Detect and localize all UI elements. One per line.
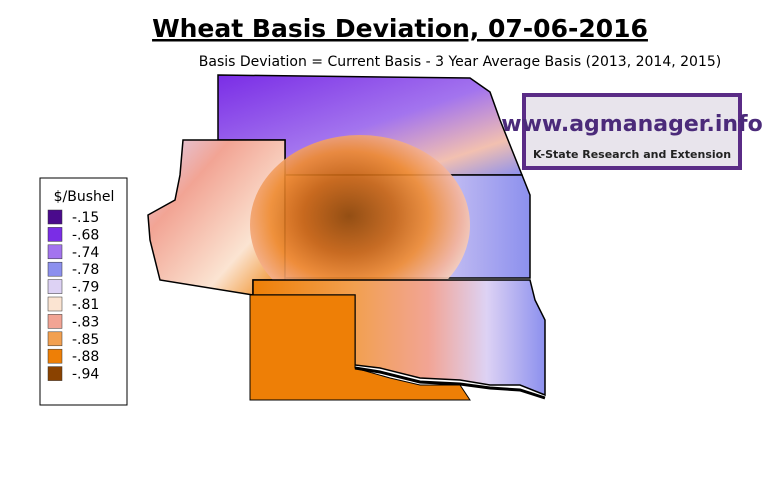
legend-label: -.81 bbox=[72, 297, 99, 313]
subtitle: Basis Deviation = Current Basis - 3 Year… bbox=[199, 54, 721, 70]
legend-swatch bbox=[47, 314, 63, 329]
legend-swatch bbox=[47, 244, 63, 260]
legend-label: -.88 bbox=[72, 349, 99, 365]
legend-swatch bbox=[47, 348, 63, 364]
legend-swatch bbox=[47, 331, 63, 347]
legend-swatch bbox=[47, 227, 63, 242]
legend-label: -.78 bbox=[72, 262, 99, 278]
legend-items: -.15-.68 -.74-.78 -.79-.81-.83 -.85-.88 -.94 bbox=[47, 209, 99, 383]
legend-label: -.74 bbox=[72, 245, 99, 261]
legend-swatch bbox=[47, 366, 63, 381]
region-texas bbox=[249, 294, 471, 401]
logo-org: K-State Research and Extension bbox=[533, 148, 731, 161]
legend-swatch bbox=[47, 209, 63, 225]
logo-url: www.agmanager.info bbox=[501, 112, 762, 137]
legend-label: -.85 bbox=[72, 332, 99, 348]
logo-box bbox=[522, 93, 742, 170]
heat-center bbox=[250, 135, 470, 315]
red-river bbox=[354, 366, 546, 400]
legend-label: -.15 bbox=[72, 210, 99, 226]
legend-title: $/Bushel bbox=[54, 189, 115, 205]
legend-label: -.94 bbox=[72, 367, 99, 383]
title: Wheat Basis Deviation, 07-06-2016 bbox=[152, 14, 648, 43]
legend-label: -.83 bbox=[72, 314, 99, 330]
legend-label: -.79 bbox=[72, 280, 99, 296]
legend-swatch bbox=[47, 261, 63, 277]
legend-swatch bbox=[47, 279, 63, 294]
legend-swatch bbox=[47, 296, 63, 312]
legend-label: -.68 bbox=[72, 227, 99, 243]
